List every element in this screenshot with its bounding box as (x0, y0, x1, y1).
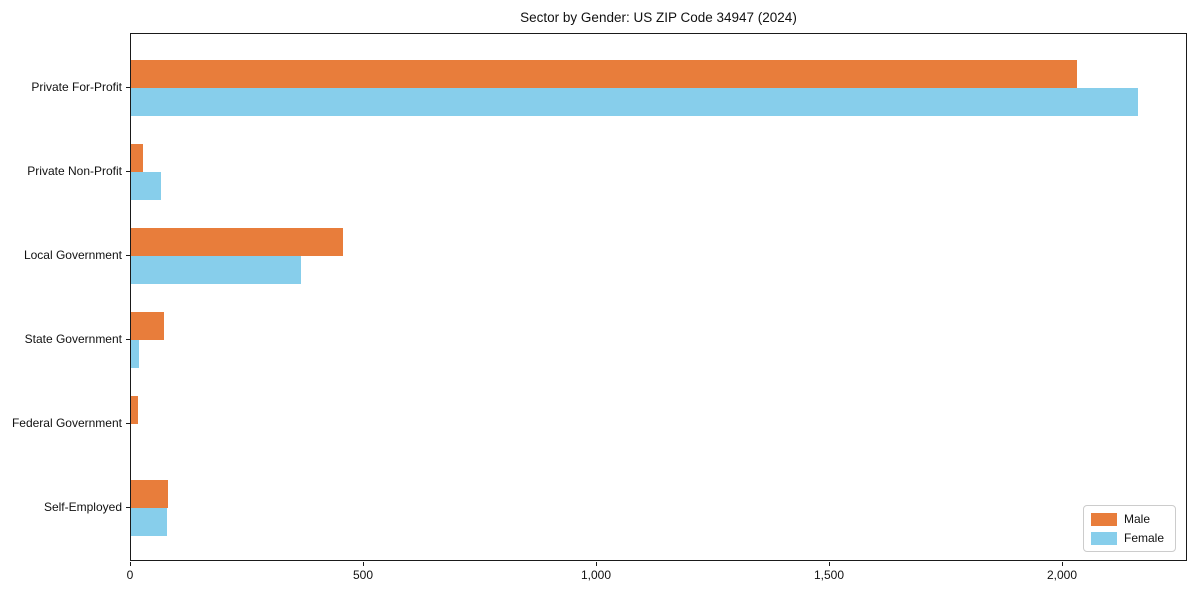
chart-title: Sector by Gender: US ZIP Code 34947 (202… (520, 10, 797, 25)
y-tick-mark-private-for-profit (126, 87, 130, 88)
legend-label-male: Male (1124, 512, 1151, 526)
x-tick-label-2000: 2,000 (1046, 568, 1078, 582)
y-tick-mark-state-government (126, 339, 130, 340)
bar-male-state-government (131, 312, 164, 340)
bar-male-local-government (131, 228, 343, 256)
x-tick-mark-1000 (596, 562, 597, 566)
y-tick-label-private-non-profit: Private Non-Profit (27, 164, 122, 178)
bar-female-self-employed (131, 508, 167, 536)
legend-entry-female: Female (1091, 531, 1167, 545)
chart-legend: Male Female (1083, 505, 1176, 552)
bar-female-private-for-profit (131, 88, 1138, 116)
y-tick-mark-private-non-profit (126, 171, 130, 172)
y-tick-label-federal-government: Federal Government (11, 416, 122, 430)
x-tick-mark-2000 (1062, 562, 1063, 566)
x-tick-label-0: 0 (126, 568, 134, 582)
bar-male-private-for-profit (131, 60, 1077, 88)
x-tick-mark-0 (130, 562, 131, 566)
x-tick-mark-1500 (829, 562, 830, 566)
legend-entry-male: Male (1091, 512, 1167, 526)
y-tick-mark-self-employed (126, 507, 130, 508)
bar-male-private-non-profit (131, 144, 143, 172)
bar-male-self-employed (131, 480, 168, 508)
legend-swatch-male (1091, 512, 1117, 526)
y-tick-label-state-government: State Government (24, 332, 122, 346)
x-tick-mark-500 (363, 562, 364, 566)
x-tick-label-500: 500 (352, 568, 374, 582)
x-tick-label-1500: 1,500 (813, 568, 845, 582)
bar-male-federal-government (131, 396, 138, 424)
y-tick-label-local-government: Local Government (23, 248, 122, 262)
x-tick-label-1000: 1,000 (580, 568, 612, 582)
plot-area: Male Female (130, 33, 1187, 561)
bar-female-local-government (131, 256, 301, 284)
legend-swatch-female (1091, 531, 1117, 545)
y-tick-label-private-for-profit: Private For-Profit (31, 80, 122, 94)
y-tick-mark-local-government (126, 255, 130, 256)
legend-label-female: Female (1124, 531, 1165, 545)
bar-female-private-non-profit (131, 172, 161, 200)
y-tick-label-self-employed: Self-Employed (43, 500, 122, 514)
bar-female-state-government (131, 340, 139, 368)
y-tick-mark-federal-government (126, 423, 130, 424)
